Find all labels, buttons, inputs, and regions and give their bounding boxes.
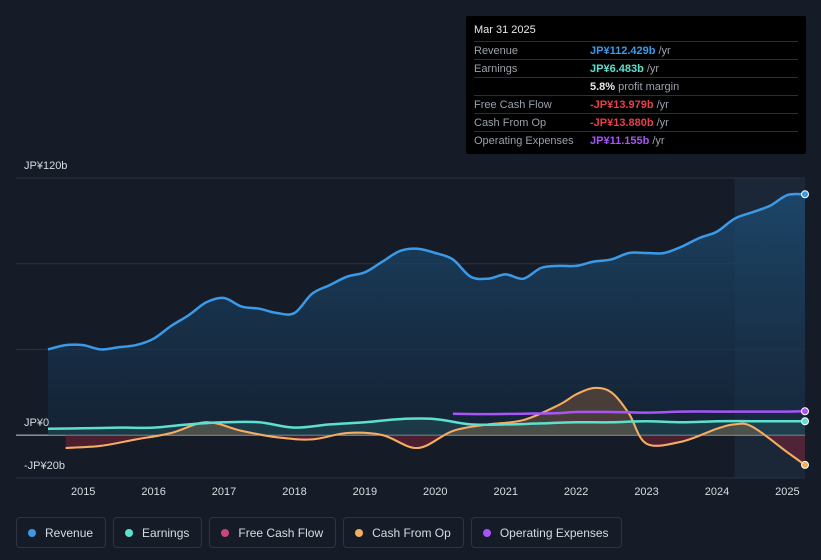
tooltip-row: Cash From Op -JP¥13.880b/yr xyxy=(474,113,798,131)
earnings-line xyxy=(47,417,806,430)
legend-label: Earnings xyxy=(142,525,190,540)
legend-label: Free Cash Flow xyxy=(238,525,324,540)
revenue-end-marker xyxy=(801,190,809,199)
tooltip-row-label: Free Cash Flow xyxy=(474,98,552,111)
y-tick-label: -JP¥20b xyxy=(24,460,65,472)
legend-item-cash-from-op[interactable]: Cash From Op xyxy=(343,517,464,548)
legend-label: Operating Expenses xyxy=(499,525,609,540)
x-tick-label: 2017 xyxy=(212,486,236,498)
x-tick-label: 2024 xyxy=(705,486,729,498)
tooltip-row-label: Earnings xyxy=(474,62,518,75)
x-tick-label: 2016 xyxy=(141,486,165,498)
legend-dot-icon xyxy=(221,528,230,537)
x-tick-label: 2021 xyxy=(493,486,517,498)
y-tick-label: JP¥120b xyxy=(24,160,67,172)
x-tick-label: 2022 xyxy=(564,486,588,498)
legend-label: Cash From Op xyxy=(372,525,451,540)
revenue-area xyxy=(48,194,805,436)
y-tick-label: JP¥0 xyxy=(24,417,49,429)
legend-dot-icon xyxy=(355,528,364,537)
tooltip-row-value: 5.8% xyxy=(590,80,616,93)
legend-dot-icon xyxy=(125,528,134,537)
x-tick-label: 2020 xyxy=(423,486,447,498)
tooltip-row: Operating Expenses JP¥11.155b/yr xyxy=(474,131,798,149)
chart: JP¥120b JP¥0 -JP¥20b 2015 2016 2017 2018 2019 20… xyxy=(16,160,809,498)
tooltip: Mar 31 2025 Revenue JP¥112.429b/yr Earning… xyxy=(466,16,806,154)
tooltip-row-label: Operating Expenses xyxy=(474,134,574,147)
x-tick-label: 2018 xyxy=(282,486,306,498)
tooltip-row: 5.8% profit margin xyxy=(474,77,798,95)
tooltip-row-unit: /yr xyxy=(652,134,665,147)
tooltip-row-unit: /yr xyxy=(656,116,669,129)
operating-expenses-line xyxy=(452,410,806,416)
legend-dot-icon xyxy=(482,528,491,537)
tooltip-row-label: Revenue xyxy=(474,44,519,57)
tooltip-row: Earnings JP¥6.483b/yr xyxy=(474,59,798,77)
tooltip-row-unit: profit margin xyxy=(618,80,680,93)
tooltip-row-value: JP¥112.429b xyxy=(590,44,656,57)
x-tick-label: 2025 xyxy=(775,486,799,498)
x-tick-label: 2015 xyxy=(71,486,95,498)
legend-item-revenue[interactable]: Revenue xyxy=(16,517,107,548)
tooltip-date: Mar 31 2025 xyxy=(474,24,536,36)
tooltip-row-value: -JP¥13.979b xyxy=(590,98,654,111)
tooltip-row-unit: /yr xyxy=(656,98,669,111)
legend: Revenue Earnings Free Cash Flow Cash From O… xyxy=(16,517,622,548)
legend-dot-icon xyxy=(28,528,36,537)
x-tick-label: 2019 xyxy=(353,486,377,498)
x-tick-label: 2023 xyxy=(634,486,658,498)
tooltip-row-value: JP¥11.155b xyxy=(590,134,650,147)
revenue-line xyxy=(47,192,806,351)
cash-from-op-end-marker xyxy=(801,460,809,469)
legend-item-earnings[interactable]: Earnings xyxy=(113,517,203,548)
tooltip-row-value: -JP¥13.880b xyxy=(590,116,654,129)
legend-item-operating-expenses[interactable]: Operating Expenses xyxy=(470,517,622,548)
tooltip-row: Free Cash Flow -JP¥13.979b/yr xyxy=(474,95,798,113)
operating-expenses-end-marker xyxy=(801,407,809,416)
tooltip-row-value: JP¥6.483b xyxy=(590,62,644,75)
earnings-end-marker xyxy=(801,417,809,426)
tooltip-row-label: Cash From Op xyxy=(474,116,547,129)
legend-item-free-cash-flow[interactable]: Free Cash Flow xyxy=(209,517,337,548)
tooltip-row-unit: /yr xyxy=(646,62,660,75)
tooltip-row-unit: /yr xyxy=(658,44,671,57)
legend-label: Revenue xyxy=(45,525,94,540)
tooltip-row: Revenue JP¥112.429b/yr xyxy=(474,41,798,59)
